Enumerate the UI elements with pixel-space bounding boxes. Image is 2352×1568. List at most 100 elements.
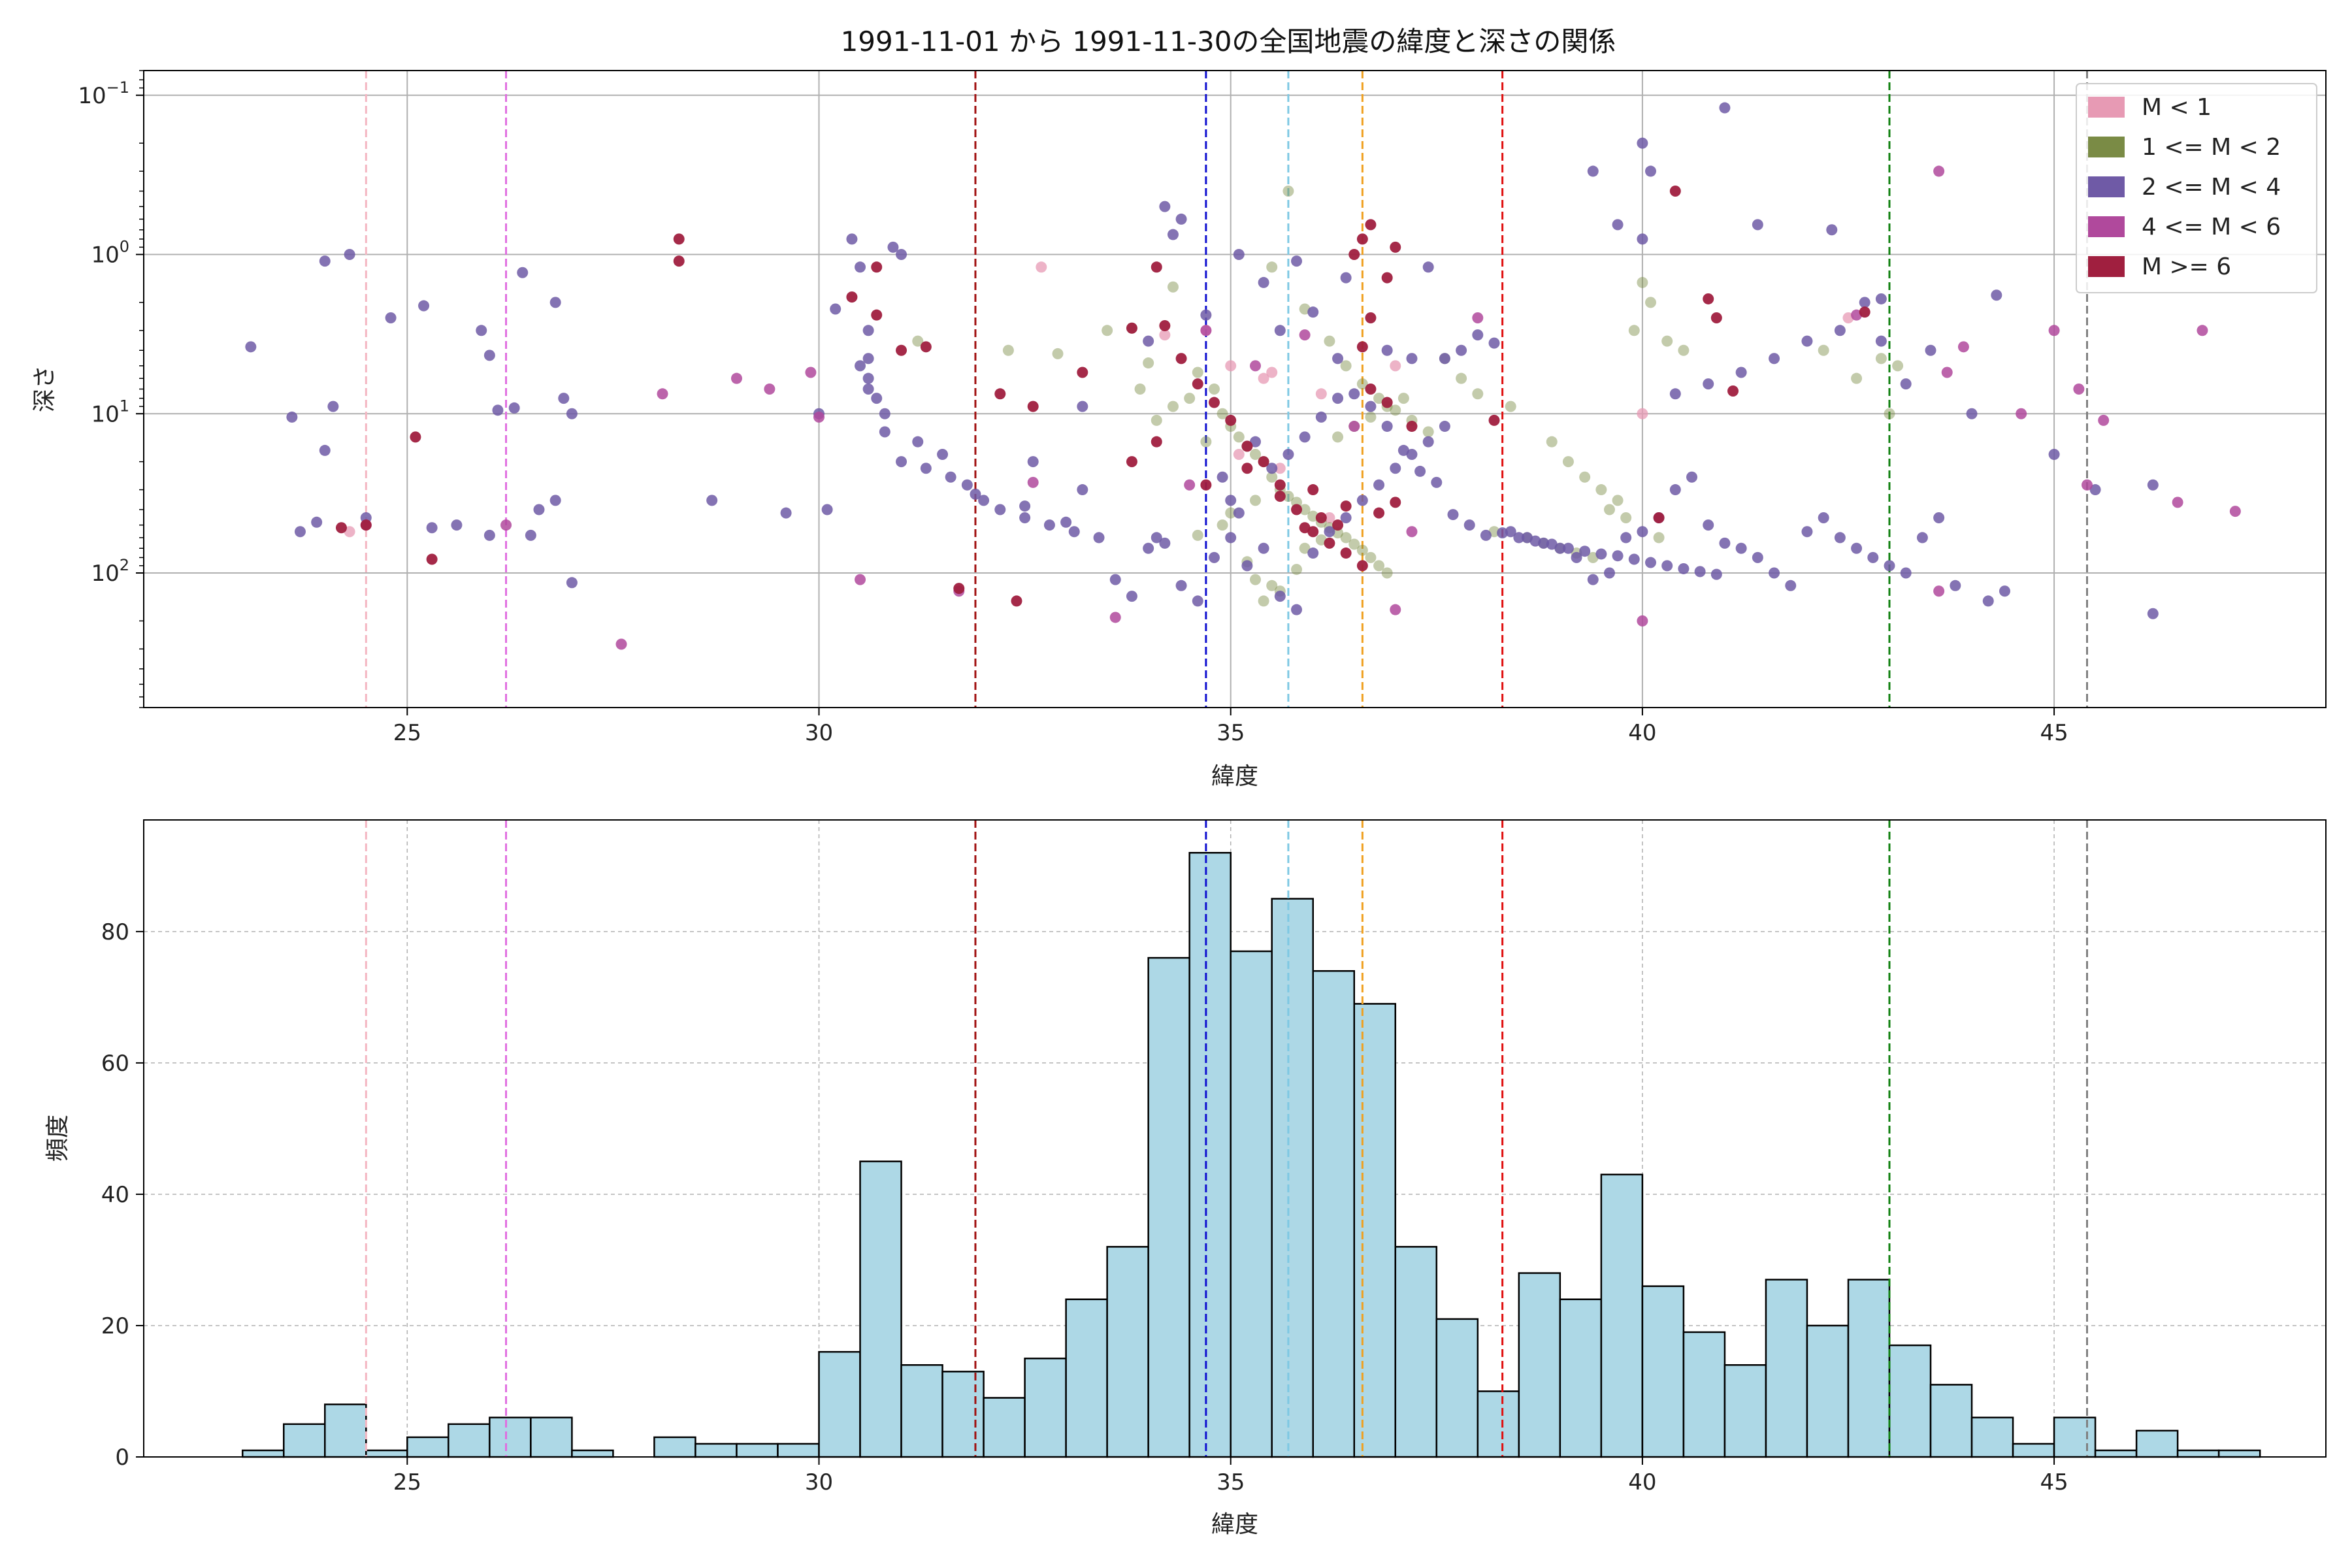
histogram-y-tick-label: 80 (101, 919, 129, 945)
scatter-point (1595, 548, 1607, 560)
scatter-ticks: 25 30 35 40 45 10−1 100 101 102 (78, 70, 2068, 746)
histogram-bar (653, 1436, 696, 1458)
scatter-point (1463, 519, 1475, 531)
scatter-point (1356, 233, 1368, 245)
scatter-point (1217, 471, 1228, 483)
scatter-point (344, 526, 355, 538)
histogram-bar (2053, 1416, 2097, 1458)
scatter-point (1373, 507, 1385, 519)
scatter-point (1175, 353, 1187, 365)
scatter-point (1217, 519, 1228, 531)
scatter-point (1628, 553, 1640, 565)
scatter-point (1233, 431, 1245, 443)
scatter-point (1818, 512, 1829, 523)
scatter-point (1250, 574, 1262, 585)
scatter-point (862, 325, 874, 336)
scatter-point (1027, 456, 1039, 468)
scatter-point (1225, 360, 1237, 372)
scatter-points (245, 102, 2241, 650)
scatter-point (1801, 526, 1813, 538)
scatter-point (344, 249, 355, 261)
histogram-bar (1600, 1173, 1644, 1458)
scatter-point (1348, 388, 1360, 400)
scatter-point (327, 400, 339, 412)
scatter-point (1422, 426, 1434, 438)
scatter-point (846, 291, 858, 303)
scatter-point (1892, 360, 1904, 372)
scatter-point (1966, 408, 1978, 419)
scatter-point (1456, 372, 1467, 384)
histogram-bar (1929, 1384, 1973, 1458)
scatter-point (1488, 414, 1500, 426)
legend-label: 1 <= M < 2 (2142, 134, 2281, 161)
scatter-point (1250, 436, 1262, 448)
scatter-point (945, 471, 956, 483)
scatter-point (1661, 335, 1673, 347)
scatter-point (294, 526, 306, 538)
scatter-y-tick-label: 100 (91, 238, 129, 269)
histogram-y-tick-label: 60 (101, 1051, 129, 1077)
scatter-point (1365, 384, 1377, 395)
scatter-point (1587, 165, 1599, 177)
scatter-point (558, 393, 570, 404)
scatter-point (1678, 563, 1690, 574)
scatter-point (1077, 367, 1088, 378)
scatter-panel: 25 30 35 40 45 10−1 100 101 102 緯度 深さ M < 1 1 <= … (31, 70, 2327, 790)
scatter-point (1282, 186, 1294, 197)
scatter-point (1669, 186, 1681, 197)
scatter-point (1151, 414, 1162, 426)
scatter-point (1315, 388, 1327, 400)
scatter-series-m_ge6 (335, 186, 1870, 607)
scatter-point (1299, 522, 1311, 534)
scatter-point (1011, 595, 1022, 607)
scatter-point (1109, 612, 1121, 623)
scatter-point (1027, 476, 1039, 488)
scatter-point (1381, 272, 1393, 284)
scatter-point (1340, 272, 1352, 284)
scatter-point (1126, 322, 1137, 334)
scatter-point (1875, 293, 1887, 304)
scatter-point (1102, 325, 1113, 336)
scatter-point (1554, 542, 1566, 554)
scatter-point (1134, 384, 1146, 395)
scatter-point (1258, 276, 1269, 288)
scatter-point (1397, 393, 1409, 404)
scatter-point (2048, 325, 2060, 336)
scatter-point (1637, 615, 1648, 627)
scatter-point (1957, 341, 1969, 353)
histogram-bar (1888, 1344, 1932, 1458)
scatter-y-tick-label: 101 (91, 397, 129, 427)
scatter-point (517, 267, 529, 278)
scatter-point (1562, 456, 1574, 468)
scatter-point (1414, 465, 1426, 477)
scatter-point (1933, 512, 1945, 523)
scatter-point (1002, 344, 1014, 356)
scatter-point (896, 344, 907, 356)
histogram-bar (1518, 1272, 1561, 1458)
scatter-point (1571, 551, 1582, 563)
scatter-point (2229, 506, 2241, 517)
histogram-y-label: 頻度 (44, 1115, 71, 1162)
scatter-point (1299, 329, 1311, 341)
scatter-point (1159, 201, 1171, 212)
scatter-point (1274, 479, 1286, 491)
scatter-point (1719, 102, 1731, 114)
legend-label: M < 1 (2142, 94, 2212, 121)
scatter-point (1348, 249, 1360, 261)
scatter-point (1192, 378, 1203, 390)
legend-label: 2 <= M < 4 (2142, 174, 2281, 201)
scatter-point (764, 384, 776, 395)
scatter-point (1340, 360, 1352, 372)
histogram-bar (1394, 1246, 1438, 1458)
scatter-point (1644, 165, 1656, 177)
scatter-point (780, 507, 792, 519)
scatter-point (1653, 532, 1665, 544)
histogram-frame (143, 819, 2327, 1458)
scatter-point (1126, 591, 1137, 602)
scatter-point (476, 325, 487, 336)
scatter-point (1826, 224, 1838, 236)
scatter-point (1422, 261, 1434, 273)
scatter-point (1818, 344, 1829, 356)
scatter-point (1381, 344, 1393, 356)
